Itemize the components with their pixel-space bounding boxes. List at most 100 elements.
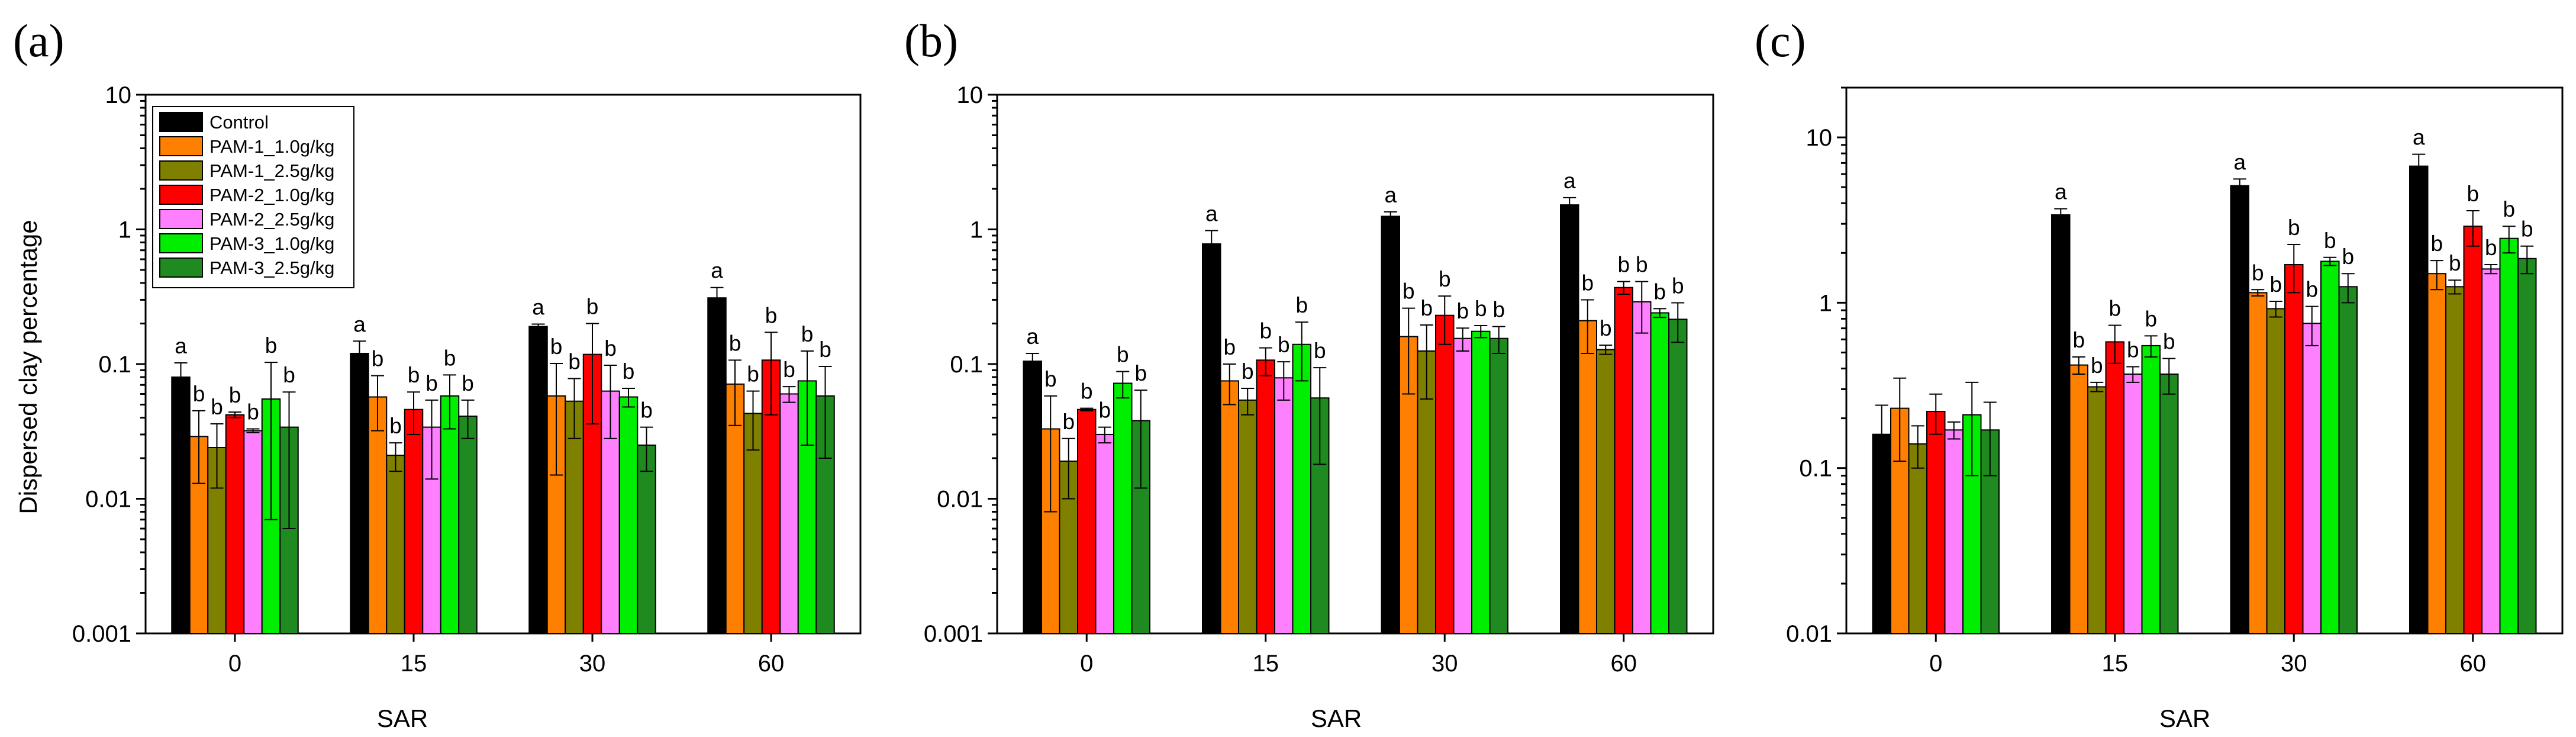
bar-pam1-2-5g-sar-30 <box>565 400 584 634</box>
error-bar-pam3-1g-sar-30 <box>1474 325 1488 339</box>
error-bar-pam1-1g-sar-0 <box>1893 377 1907 462</box>
error-bar-pam2-1g-sar-0 <box>228 411 241 419</box>
error-bar-pam3-1g-sar-60 <box>801 350 814 446</box>
bar-pam1-2-5g-sar-60 <box>1596 349 1616 634</box>
significance-letter: b <box>1295 293 1308 317</box>
error-bar-pam3-2-5g-sar-15 <box>1313 367 1327 465</box>
bar-pam1-1g-sar-15 <box>367 396 388 634</box>
panel-c-y-tick-label: 0.1 <box>1799 456 1832 482</box>
error-bar-pam1-1g-sar-0 <box>1044 395 1058 513</box>
error-bar-control-sar-60 <box>710 287 724 311</box>
significance-letter: b <box>389 414 402 438</box>
error-bar-control-sar-60 <box>2412 153 2426 181</box>
panel-c-y-tick-label: 0.01 <box>1786 621 1832 647</box>
error-bar-pam2-1g-sar-0 <box>1929 393 1943 435</box>
significance-letter: b <box>765 303 778 327</box>
error-bar-pam3-1g-sar-15 <box>1295 321 1308 382</box>
legend: Control PAM-1_1.0g/kg PAM-1_2.5g/kg PAM-… <box>152 106 354 288</box>
bar-pam2-2-5g-sar-0 <box>1095 433 1114 634</box>
significance-letter: b <box>1403 279 1415 304</box>
legend-swatch-pam2-2-5g <box>159 209 203 229</box>
significance-letter: a <box>1205 201 1218 226</box>
panel-b-y-tick-label: 1 <box>970 217 983 243</box>
bar-pam1-2-5g-sar-0 <box>1059 461 1078 634</box>
significance-letter: b <box>1420 296 1433 320</box>
panel-a-y-tick-label: 0.01 <box>85 487 131 513</box>
panel-b-label: (b) <box>904 15 958 66</box>
significance-letter: a <box>1563 169 1576 193</box>
significance-letter: b <box>783 358 795 382</box>
bar-pam1-2-5g-sar-15 <box>2087 386 2107 634</box>
panel-c-plot-frame <box>1845 86 2564 635</box>
bar-pam3-2-5g-sar-30 <box>1489 337 1508 634</box>
panel-b: (b) SAR 0.0010.010.11100abbbbbb15abbbbbb… <box>904 15 1714 732</box>
error-bar-pam2-2-5g-sar-30 <box>604 364 617 439</box>
legend-label-pam2-2-5g: PAM-2_2.5g/kg <box>209 209 334 230</box>
error-bar-pam3-2-5g-sar-60 <box>818 366 832 459</box>
legend-swatch-pam3-2-5g <box>159 258 203 278</box>
error-bar-pam1-1g-sar-15 <box>371 375 384 432</box>
legend-label-control: Control <box>209 112 269 133</box>
error-bar-pam3-2-5g-sar-0 <box>1983 401 1997 477</box>
significance-letter: b <box>586 295 599 319</box>
bar-pam3-1g-sar-60 <box>2499 237 2519 634</box>
significance-letter: b <box>1098 398 1111 423</box>
error-bar-pam1-1g-sar-60 <box>728 359 741 426</box>
error-bar-pam1-2-5g-sar-0 <box>1911 425 1924 469</box>
panel-a-label: (a) <box>13 15 65 66</box>
bar-pam2-2-5g-sar-60 <box>1632 301 1652 634</box>
error-bar-pam2-2-5g-sar-60 <box>2484 264 2498 275</box>
significance-letter: b <box>211 395 223 419</box>
panel-b-x-tick-label-60: 60 <box>1611 651 1637 677</box>
error-bar-control-sar-15 <box>353 340 366 370</box>
bar-pam3-2-5g-sar-15 <box>2159 373 2179 634</box>
panel-c-x-tick-label-0: 0 <box>1929 651 1942 677</box>
significance-letter: b <box>1636 253 1648 277</box>
error-bar-pam1-2-5g-sar-60 <box>2448 279 2462 295</box>
error-bar-pam1-2-5g-sar-30 <box>568 378 581 439</box>
error-bar-pam3-1g-sar-0 <box>1965 381 1979 477</box>
bar-control-sar-0 <box>171 376 191 635</box>
bar-control-sar-60 <box>1560 204 1579 635</box>
bar-pam1-2-5g-sar-0 <box>1908 443 1927 634</box>
error-bar-control-sar-0 <box>1026 352 1039 371</box>
significance-letter: b <box>408 363 420 387</box>
error-bar-pam1-1g-sar-0 <box>192 410 205 484</box>
bar-control-sar-15 <box>1202 243 1221 635</box>
bar-pam2-1g-sar-15 <box>1256 359 1275 634</box>
bar-control-sar-15 <box>350 352 369 634</box>
significance-letter: b <box>2430 231 2443 256</box>
error-bar-pam2-1g-sar-30 <box>1438 295 1452 345</box>
error-bar-pam1-2-5g-sar-15 <box>389 442 402 472</box>
significance-letter: b <box>1062 410 1075 434</box>
error-bar-pam1-2-5g-sar-15 <box>2090 381 2104 392</box>
bar-pam1-2-5g-sar-15 <box>386 455 405 635</box>
significance-letter: b <box>2108 297 2121 321</box>
significance-letter: b <box>550 334 563 359</box>
error-bar-pam1-1g-sar-30 <box>550 363 563 476</box>
panel-a-x-tick-label-15: 15 <box>401 651 427 677</box>
bar-pam1-1g-sar-60 <box>2427 273 2446 634</box>
error-bar-pam3-1g-sar-60 <box>2502 226 2516 254</box>
error-bar-pam3-2-5g-sar-15 <box>461 399 475 439</box>
significance-letter: b <box>425 371 438 395</box>
significance-letter: a <box>1384 183 1397 207</box>
error-bar-control-sar-30 <box>531 323 545 330</box>
error-bar-pam3-1g-sar-60 <box>1653 308 1666 318</box>
error-bar-control-sar-30 <box>1384 211 1397 222</box>
significance-letter: b <box>283 363 295 387</box>
significance-letter: b <box>2288 215 2300 240</box>
significance-letter: b <box>623 359 635 384</box>
panel-b-y-tick-label: 0.001 <box>924 621 983 647</box>
error-bar-pam2-2-5g-sar-0 <box>1098 426 1111 444</box>
bar-pam3-1g-sar-30 <box>618 396 639 634</box>
significance-letter: a <box>2413 125 2425 150</box>
bar-pam3-1g-sar-30 <box>1471 330 1491 635</box>
significance-letter: a <box>2055 180 2067 204</box>
legend-label-pam3-1g: PAM-3_1.0g/kg <box>209 233 334 254</box>
bar-pam1-2-5g-sar-30 <box>2266 308 2285 634</box>
legend-item-pam3-2-5g: PAM-3_2.5g/kg <box>159 258 334 278</box>
panel-a-x-tick-label-60: 60 <box>758 651 785 677</box>
bar-pam2-1g-sar-30 <box>2284 264 2304 635</box>
